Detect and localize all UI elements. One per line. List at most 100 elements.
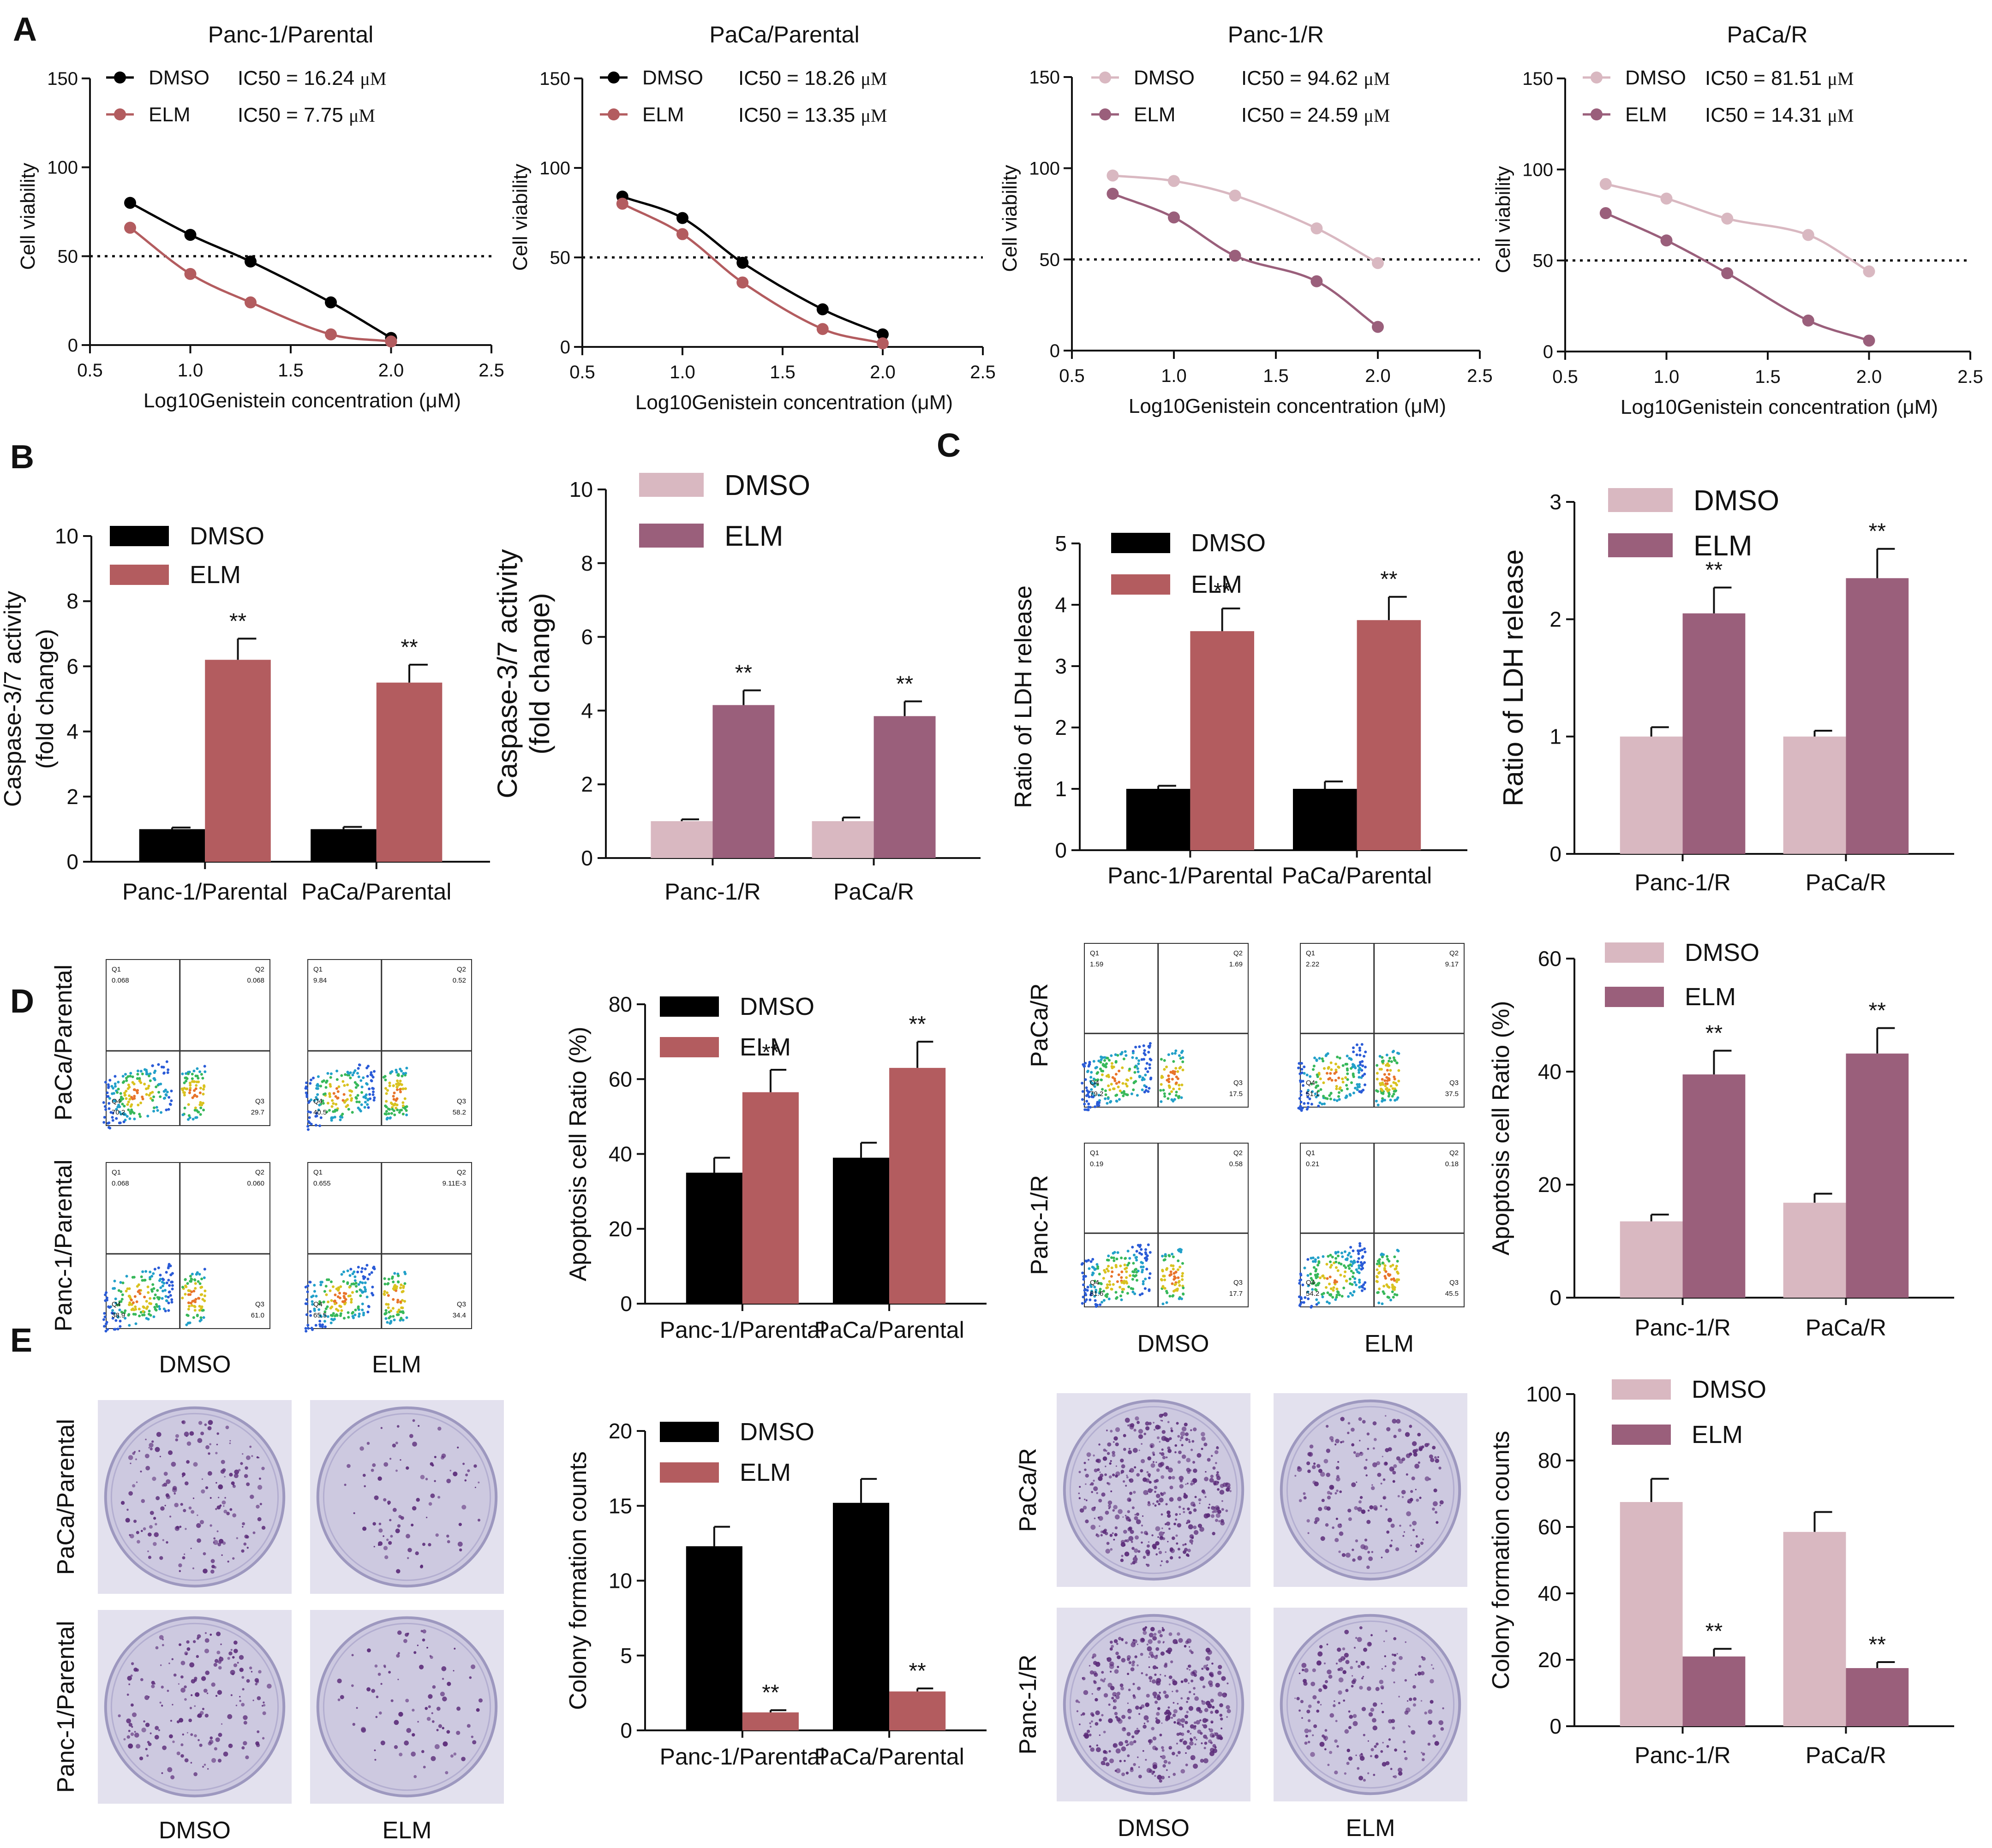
flow-event-dot [189,1275,192,1278]
y-axis-label: Cell viability [1492,166,1514,273]
colony-dot [1115,1768,1121,1773]
flow-event-dot [1358,1281,1361,1284]
colony-dot [180,1661,185,1665]
quadrant-label: Q4 [112,1300,121,1308]
colony-dot [1104,1751,1108,1754]
flow-event-dot [304,1286,307,1289]
colony-dot [1180,1680,1184,1683]
flow-event-dot [400,1317,403,1320]
colony-dot [1107,1482,1111,1485]
colony-dot [1138,1713,1141,1715]
colony-dot [1392,1661,1396,1665]
colony-dot [149,1525,153,1529]
legend-swatch [1111,574,1170,595]
colony-dot [1355,1754,1357,1756]
flow-event-dot [1099,1067,1102,1071]
colony-dot [1175,1641,1178,1644]
flow-event-dot [1085,1089,1089,1092]
data-point-dmso [1310,222,1323,235]
colony-dot [1217,1692,1223,1697]
colony-dot [1159,1452,1161,1455]
flow-event-dot [1096,1265,1100,1268]
flow-event-dot [1089,1076,1093,1079]
colony-dot [1188,1524,1193,1530]
flow-event-dot [366,1098,370,1102]
colony-dot [251,1455,253,1457]
colony-dot [1367,1448,1370,1450]
flow-event-dot [1126,1264,1129,1267]
colony-dot [1189,1669,1190,1671]
flow-event-dot [1173,1275,1176,1278]
flow-event-dot [356,1094,359,1097]
flow-event-dot [160,1065,163,1068]
colony-dot [435,1533,439,1537]
flow-event-dot [1148,1289,1151,1292]
y-tick-label: 2 [1055,715,1067,739]
flow-event-dot [305,1302,309,1306]
flow-event-dot [1146,1070,1149,1073]
colony-dot [1085,1519,1089,1524]
category-label: Panc-1/Parental [660,1317,826,1343]
flow-event-dot [170,1099,173,1103]
flow-event-dot [349,1268,353,1271]
colony-dot [1136,1728,1138,1730]
colony-dot [202,1765,204,1768]
colony-dot [213,1663,217,1667]
flow-event-dot [1316,1264,1320,1267]
flow-event-dot [1143,1052,1146,1055]
flow-event-dot [196,1067,199,1070]
colony-dot [1316,1660,1322,1666]
flow-event-dot [1381,1302,1384,1306]
quadrant-label: Q1 [112,1168,121,1176]
flow-event-dot [199,1316,203,1319]
data-point-elm [325,328,337,340]
legend-label: ELM [740,1459,791,1486]
flow-event-dot [1177,1259,1180,1263]
flow-event-dot [343,1101,346,1104]
colony-dot [123,1738,126,1741]
flow-event-dot [1097,1093,1101,1097]
colony-dot [1382,1762,1387,1767]
colony-dot [1112,1453,1116,1457]
colony-dot [1115,1748,1121,1754]
flow-event-dot [392,1315,395,1318]
colony-dot [168,1450,173,1455]
flow-event-dot [138,1077,141,1080]
flow-event-dot [1131,1051,1135,1055]
flow-event-dot [125,1289,128,1293]
colony-dot [1159,1413,1163,1418]
flow-event-dot [142,1310,145,1313]
flow-event-dot [103,1105,107,1108]
colony-dot [1161,1475,1165,1479]
flow-event-dot [401,1101,405,1104]
colony-dot [132,1712,137,1717]
legend-label: DMSO [1134,66,1195,89]
legend-marker [1591,108,1603,120]
colony-dot [1414,1463,1419,1469]
legend-label: DMSO [1191,529,1266,557]
colony-dot [337,1678,342,1683]
colony-dot [1199,1502,1201,1504]
colony-dot [159,1556,163,1560]
flow-event-dot [1163,1092,1166,1095]
flow-event-dot [1356,1260,1359,1264]
flow-event-dot [1096,1078,1100,1081]
colony-dot [141,1530,143,1532]
quadrant-label: Q4 [112,1097,121,1105]
flow-event-dot [196,1271,199,1274]
flow-event-dot [1315,1298,1318,1301]
colony-dot [1358,1417,1362,1421]
colony-dot [240,1462,243,1465]
flow-event-dot [1396,1272,1400,1275]
bar-elm [742,1092,799,1304]
flow-event-dot [329,1314,333,1317]
quadrant-label: Q4 [1306,1279,1315,1287]
colony-dot [206,1692,209,1694]
colony-dot [1211,1662,1214,1665]
colony-dot [216,1631,221,1636]
colony-dot [366,1687,371,1692]
colony-dot [383,1546,388,1550]
flow-event-dot [116,1316,120,1319]
colony-dot [1409,1524,1412,1527]
